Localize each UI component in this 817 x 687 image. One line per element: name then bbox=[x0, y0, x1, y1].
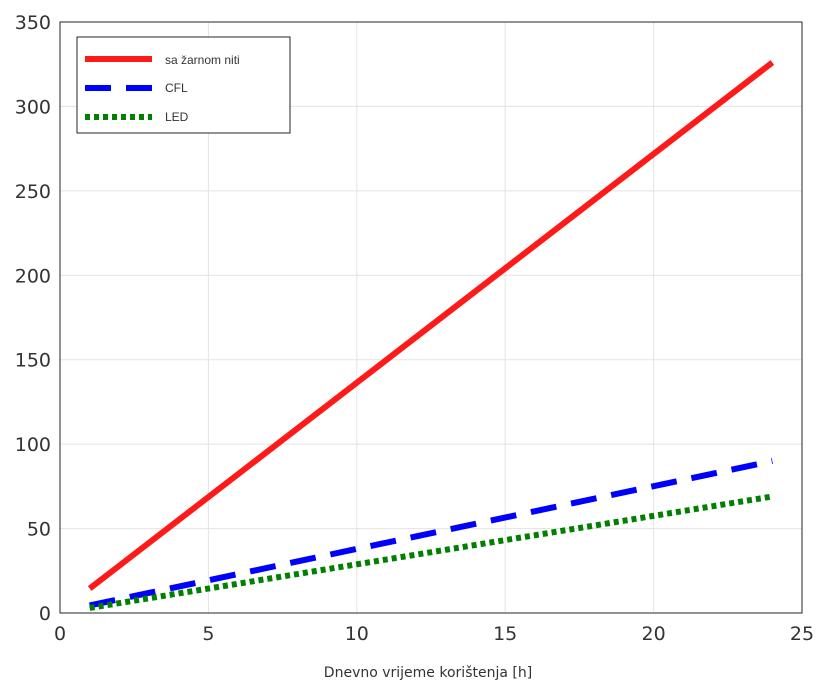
series-lines bbox=[87, 60, 775, 611]
legend-label-series-3: LED bbox=[165, 110, 189, 124]
y-tick-label: 300 bbox=[15, 96, 51, 118]
y-tick-label: 200 bbox=[15, 265, 51, 287]
legend-label-series-2: CFL bbox=[165, 81, 188, 95]
legend-label-series-1: sa žarnom niti bbox=[165, 53, 240, 67]
x-tick-label: 5 bbox=[202, 623, 214, 645]
gridlines bbox=[60, 22, 802, 613]
x-tick-label: 20 bbox=[642, 623, 666, 645]
series-line-2 bbox=[89, 458, 773, 609]
legend: sa žarnom niti CFL LED bbox=[76, 36, 291, 134]
x-tick-label: 0 bbox=[54, 623, 66, 645]
x-axis-title: Dnevno vrijeme korištenja [h] bbox=[324, 665, 532, 681]
plot-frame bbox=[59, 21, 803, 614]
x-tick-label: 10 bbox=[345, 623, 369, 645]
series-line-1 bbox=[87, 60, 775, 591]
y-tick-label: 150 bbox=[15, 350, 51, 372]
y-tick-label: 250 bbox=[15, 181, 51, 203]
y-tick-label: 50 bbox=[27, 519, 51, 541]
y-tick-label: 100 bbox=[15, 434, 51, 456]
x-tick-label: 15 bbox=[493, 623, 517, 645]
y-tick-label: 0 bbox=[39, 603, 51, 625]
x-tick-label: 25 bbox=[790, 623, 814, 645]
series-line-3 bbox=[89, 493, 773, 611]
y-tick-label: 350 bbox=[15, 12, 51, 34]
